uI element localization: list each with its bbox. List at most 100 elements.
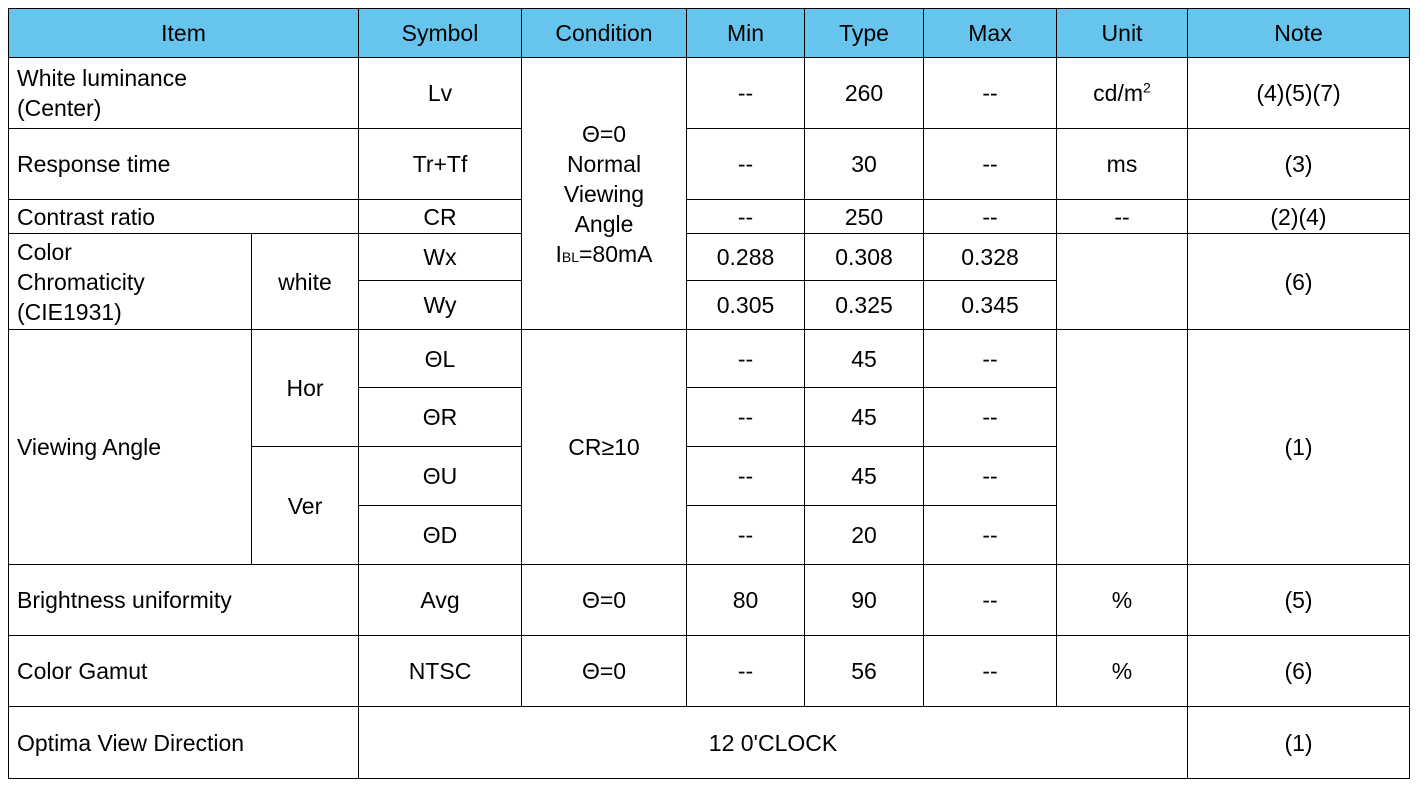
row-white-luminance: White luminance (Center) Lv Θ=0 Normal V… — [8, 57, 1410, 330]
spec-table: Item Symbol Condition Min Type Max Unit … — [8, 8, 1410, 779]
row-viewing-theta-l: Viewing Angle Hor ΘL CR≥10 -- 45 -- (1) — [8, 329, 1410, 565]
note-optima-view: (1) — [1187, 706, 1410, 779]
min-trtf: -- — [686, 128, 805, 200]
header-type: Type — [804, 8, 924, 58]
header-item: Item — [8, 8, 359, 58]
max-avg: -- — [923, 564, 1057, 636]
min-avg: 80 — [686, 564, 805, 636]
symbol-theta-l: ΘL — [358, 329, 522, 388]
item-viewing-angle: Viewing Angle — [8, 329, 252, 565]
row-chromaticity-wy: Wy 0.305 0.325 0.345 — [9, 280, 1410, 330]
item-white-luminance: White luminance (Center) — [8, 57, 359, 129]
type-wx: 0.308 — [804, 233, 924, 281]
condition-theta: Θ=0 — [581, 120, 627, 147]
min-lv: -- — [686, 57, 805, 129]
item-chroma-line1: Color — [17, 238, 72, 265]
item-response-time: Response time — [8, 128, 359, 200]
symbol-wx: Wx — [358, 233, 522, 281]
unit-trtf: ms — [1056, 128, 1188, 200]
row-color-gamut: Color Gamut NTSC Θ=0 -- 56 -- % (6) — [8, 635, 1410, 707]
min-theta-d: -- — [686, 505, 805, 565]
note-cr: (2)(4) — [1187, 199, 1410, 234]
unit-chroma — [1056, 233, 1188, 330]
symbol-theta-u: ΘU — [358, 446, 522, 506]
note-trtf: (3) — [1187, 128, 1410, 200]
min-theta-r: -- — [686, 387, 805, 447]
sub-white: white — [251, 233, 359, 330]
condition-normal: Normal — [566, 150, 642, 177]
value-optima-view: 12 0'CLOCK — [358, 706, 1188, 779]
item-color-chromaticity: Color Chromaticity (CIE1931) — [8, 233, 252, 330]
item-contrast-ratio: Contrast ratio — [8, 199, 359, 234]
condition-current: IBL=80mA — [555, 241, 652, 267]
item-white-luminance-line1: White luminance — [17, 65, 188, 91]
type-lv: 260 — [804, 57, 924, 129]
max-lv: -- — [923, 57, 1057, 129]
max-ntsc: -- — [923, 635, 1057, 707]
header-note: Note — [1187, 8, 1410, 58]
note-lv: (4)(5)(7) — [1187, 57, 1410, 129]
header-unit: Unit — [1056, 8, 1188, 58]
min-cr: -- — [686, 199, 805, 234]
type-ntsc: 56 — [804, 635, 924, 707]
min-wy: 0.305 — [686, 280, 805, 330]
condition-gamut: Θ=0 — [521, 635, 687, 707]
item-chroma-line3: (CIE1931) — [17, 298, 122, 325]
symbol-ntsc: NTSC — [358, 635, 522, 707]
row-brightness-uniformity: Brightness uniformity Avg Θ=0 80 90 -- %… — [8, 564, 1410, 636]
max-theta-l: -- — [923, 329, 1057, 388]
type-avg: 90 — [804, 564, 924, 636]
max-wy: 0.345 — [923, 280, 1057, 330]
note-chroma: (6) — [1187, 233, 1410, 330]
unit-lv-base: cd/m — [1093, 80, 1144, 106]
row-contrast-ratio: Contrast ratio CR -- 250 -- -- (2)(4) — [8, 199, 1410, 234]
item-brightness-uniformity: Brightness uniformity — [8, 564, 359, 636]
symbol-wy: Wy — [358, 280, 522, 330]
condition-cr10: CR≥10 — [521, 329, 687, 565]
item-color-gamut: Color Gamut — [8, 635, 359, 707]
item-white-luminance-line2: (Center) — [17, 95, 102, 121]
max-theta-d: -- — [923, 505, 1057, 565]
type-theta-u: 45 — [804, 446, 924, 506]
type-trtf: 30 — [804, 128, 924, 200]
max-cr: -- — [923, 199, 1057, 234]
type-theta-l: 45 — [804, 329, 924, 388]
sub-ver: Ver — [251, 446, 359, 565]
max-trtf: -- — [923, 128, 1057, 200]
condition-current-label: I — [555, 240, 562, 267]
row-optima-view: Optima View Direction 12 0'CLOCK (1) — [8, 706, 1410, 779]
unit-viewing — [1056, 329, 1188, 565]
min-ntsc: -- — [686, 635, 805, 707]
sub-hor: Hor — [251, 329, 359, 447]
header-row: Item Symbol Condition Min Type Max Unit … — [8, 8, 1410, 58]
item-optima-view: Optima View Direction — [8, 706, 359, 779]
type-theta-r: 45 — [804, 387, 924, 447]
type-cr: 250 — [804, 199, 924, 234]
item-chroma-line2: Chromaticity — [17, 268, 145, 295]
condition-normal-viewing: Θ=0 Normal Viewing Angle IBL=80mA — [521, 57, 687, 330]
row-chromaticity-wx: Color Chromaticity (CIE1931) white Wx 0.… — [8, 233, 1410, 330]
unit-ntsc: % — [1056, 635, 1188, 707]
max-wx: 0.328 — [923, 233, 1057, 281]
row-viewing-theta-u: Ver ΘU -- 45 -- — [9, 446, 1410, 565]
symbol-cr: CR — [358, 199, 522, 234]
symbol-lv: Lv — [358, 57, 522, 129]
condition-angle: Angle — [574, 210, 634, 237]
condition-brightness: Θ=0 — [521, 564, 687, 636]
min-wx: 0.288 — [686, 233, 805, 281]
symbol-trtf: Tr+Tf — [358, 128, 522, 200]
note-avg: (5) — [1187, 564, 1410, 636]
unit-avg: % — [1056, 564, 1188, 636]
header-min: Min — [686, 8, 805, 58]
max-theta-r: -- — [923, 387, 1057, 447]
symbol-theta-d: ΘD — [358, 505, 522, 565]
symbol-avg: Avg — [358, 564, 522, 636]
unit-lv-sup: 2 — [1143, 79, 1151, 96]
header-condition: Condition — [521, 8, 687, 58]
row-viewing-theta-d: ΘD -- 20 -- — [9, 505, 1410, 565]
unit-cr: -- — [1056, 199, 1188, 234]
min-theta-u: -- — [686, 446, 805, 506]
condition-current-value: =80mA — [579, 240, 653, 267]
header-max: Max — [923, 8, 1057, 58]
condition-viewing: Viewing — [563, 180, 645, 207]
